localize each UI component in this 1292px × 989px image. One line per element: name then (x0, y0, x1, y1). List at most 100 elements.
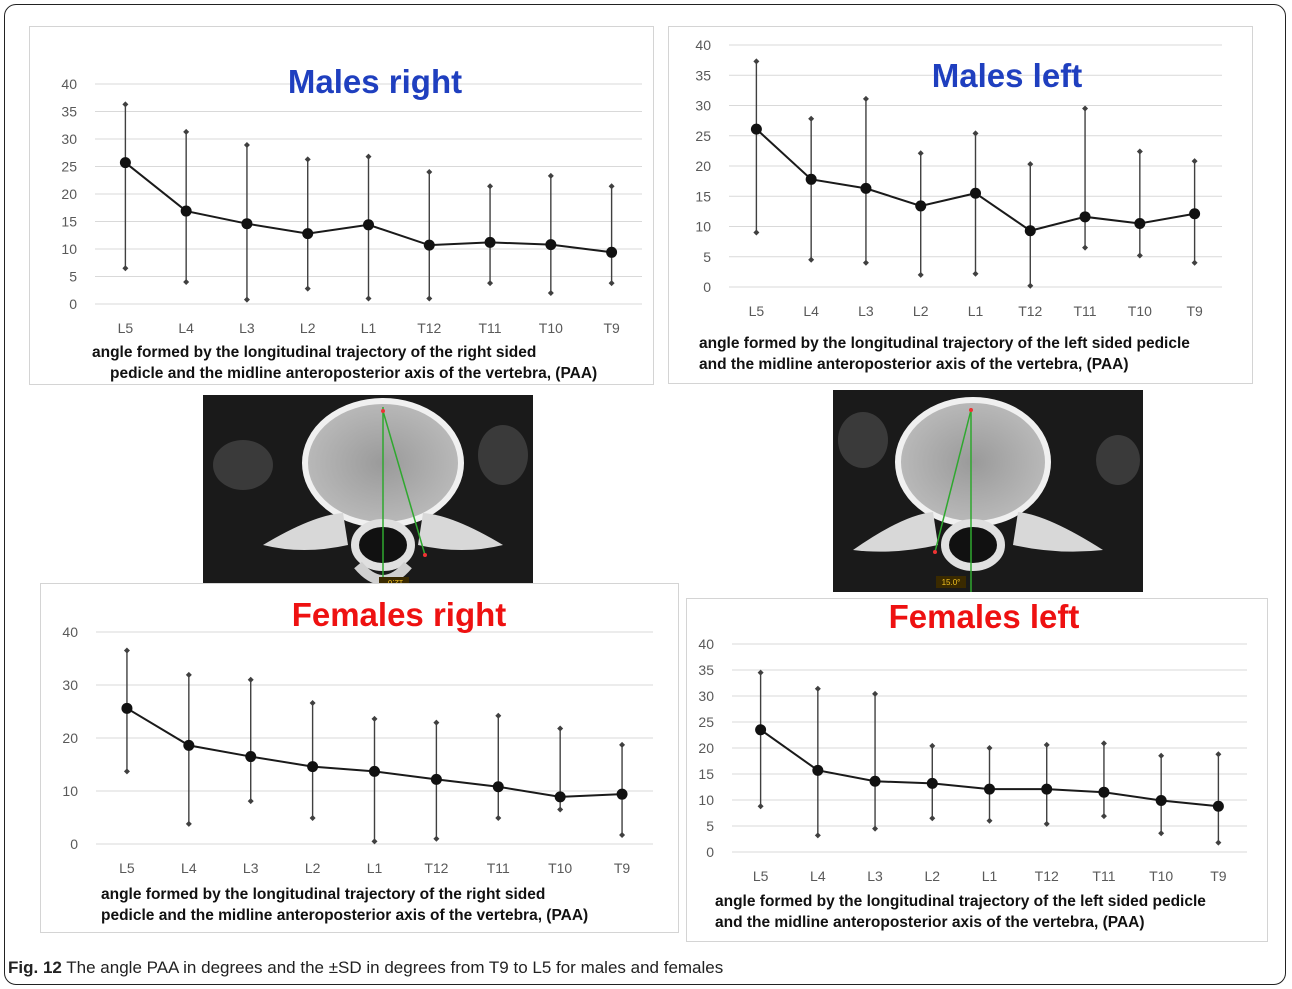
error-cap-high (753, 58, 760, 65)
vertebra-illustration-left: 15.0° (833, 390, 1143, 592)
y-tick-label: 0 (703, 279, 711, 295)
error-cap-high (972, 130, 979, 137)
error-cap-low (757, 803, 764, 810)
error-cap-low (917, 271, 924, 278)
x-tick-label: L1 (367, 860, 383, 876)
data-point (750, 123, 762, 135)
error-cap-high (1215, 751, 1222, 758)
x-tick-label: T12 (1018, 303, 1042, 319)
data-point (1155, 795, 1167, 807)
data-point (1212, 800, 1224, 812)
x-tick-label: T9 (1210, 868, 1227, 884)
x-tick-label: T10 (548, 860, 572, 876)
error-cap-low (426, 295, 433, 302)
error-cap-low (243, 296, 250, 303)
chart-females-right: 0 10 20 30 40 L5 L4 L3 L2 L1 T12 T11 T10 T9 Females ri… (62, 596, 653, 924)
error-cap-low (365, 295, 372, 302)
chart-panel-males-left: 0 5 10 15 20 25 30 35 40 L5 L4 L3 L2 L1 T12 T11 T10 T9 Mal… (668, 26, 1253, 384)
y-tick-label: 35 (695, 67, 711, 83)
chart-title: Females right (292, 596, 507, 633)
error-cap-low (122, 265, 129, 272)
figure-caption-text: The angle PAA in degrees and the ±SD in … (66, 958, 724, 977)
error-cap-high (814, 685, 821, 692)
error-cap-high (608, 183, 615, 190)
y-tick-label: 15 (61, 214, 77, 230)
error-cap-low (1100, 813, 1107, 820)
x-tick-label: L5 (119, 860, 135, 876)
angle-readout-right: 12.0° (385, 578, 404, 587)
error-cap-high (495, 712, 502, 719)
x-tick-label: L2 (913, 303, 929, 319)
error-cap-low (986, 817, 993, 824)
x-tick-label: T9 (1186, 303, 1203, 319)
data-point (423, 239, 435, 251)
x-tick-label: T11 (487, 860, 510, 876)
error-cap-high (487, 183, 494, 190)
x-tick-label: T10 (539, 320, 563, 336)
error-cap-high (247, 676, 254, 683)
error-cap-high (808, 115, 815, 122)
data-point (545, 239, 557, 251)
chart-title: Females left (889, 599, 1080, 635)
data-point (180, 205, 192, 217)
x-tick-label: T12 (417, 320, 441, 336)
error-cap-high (185, 671, 192, 678)
x-tick-label: T11 (1074, 303, 1097, 319)
chart-description-line: angle formed by the longitudinal traject… (699, 335, 1190, 352)
x-tick-label: T10 (1128, 303, 1152, 319)
x-tick-label: L2 (300, 320, 316, 336)
error-cap-low (1136, 252, 1143, 259)
y-tick-label: 40 (698, 636, 714, 652)
error-cap-low (183, 279, 190, 285)
x-tick-label: L5 (118, 320, 134, 336)
error-cap-low (608, 280, 615, 287)
x-tick-label: L3 (858, 303, 874, 319)
y-tick-label: 40 (62, 624, 78, 640)
error-cap-low (371, 838, 378, 845)
x-tick-label: L2 (924, 868, 940, 884)
data-point (241, 218, 253, 230)
error-cap-high (183, 128, 190, 135)
error-cap-high (122, 101, 129, 108)
error-cap-high (547, 172, 554, 179)
error-cap-high (757, 669, 764, 676)
data-point (119, 157, 131, 169)
y-tick-label: 10 (62, 783, 78, 799)
error-cap-low (547, 290, 554, 296)
error-cap-low (1158, 830, 1165, 837)
error-cap-low (619, 831, 626, 838)
chart-title: Males right (288, 63, 462, 100)
chart-description-line: and the midline anteroposterior axis of … (715, 914, 1145, 931)
data-point (430, 773, 442, 785)
x-tick-label: T9 (614, 860, 631, 876)
y-tick-label: 40 (695, 37, 711, 53)
x-tick-label: L4 (810, 868, 826, 884)
error-cap-high (1136, 148, 1143, 155)
error-cap-low (929, 815, 936, 822)
y-tick-label: 25 (695, 128, 711, 144)
error-cap-low (814, 832, 821, 839)
error-cap-high (426, 169, 433, 175)
ct-image-left: 15.0° (833, 390, 1143, 592)
y-tick-label: 5 (69, 269, 77, 285)
error-cap-high (371, 715, 378, 722)
error-cap-low (872, 825, 879, 832)
x-tick-label: T11 (479, 320, 502, 336)
y-tick-label: 20 (61, 186, 77, 202)
data-point (1098, 786, 1110, 798)
error-cap-low (753, 229, 760, 236)
x-tick-label: T12 (1035, 868, 1059, 884)
x-tick-label: L4 (178, 320, 194, 336)
data-point (1134, 217, 1146, 229)
error-cap-low (495, 815, 502, 822)
x-tick-label: L2 (305, 860, 321, 876)
y-tick-label: 15 (695, 188, 711, 204)
error-cap-high (619, 741, 626, 748)
y-tick-label: 30 (62, 677, 78, 693)
figure-caption: Fig. 12 The angle PAA in degrees and the… (8, 958, 723, 978)
x-tick-label: L5 (749, 303, 765, 319)
data-point (616, 788, 628, 800)
data-point (183, 739, 195, 751)
error-cap-low (1082, 244, 1089, 251)
chart-females-left: 0 5 10 15 20 25 30 35 40 L5 L4 L3 L2 L1 T12 T11 T10 T9 Fem… (698, 599, 1247, 931)
